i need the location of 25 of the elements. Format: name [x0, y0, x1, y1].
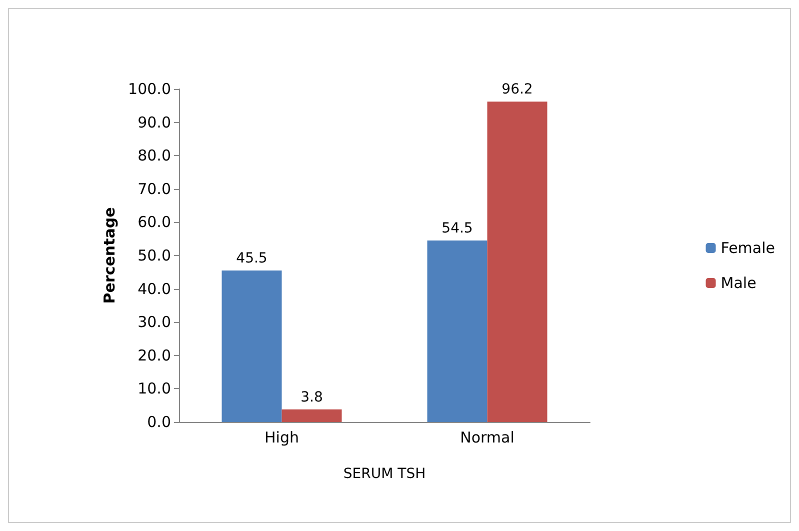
bar	[282, 409, 342, 422]
data-label: 45.5	[236, 250, 268, 266]
y-axis-title: Percentage	[100, 207, 119, 304]
y-tick-label: 90.0	[138, 113, 171, 132]
y-tick-label: 60.0	[138, 213, 171, 232]
data-label: 3.8	[300, 389, 323, 406]
y-tick-label: 50.0	[138, 246, 171, 264]
y-tick-label: 100.0	[128, 80, 171, 98]
bar	[222, 270, 282, 422]
y-tick-label: 70.0	[138, 180, 171, 198]
legend-label: Female	[720, 239, 776, 257]
bar	[427, 240, 488, 422]
bar	[487, 102, 548, 422]
x-axis-title: SERUM TSH	[343, 466, 426, 482]
y-tick-label: 40.0	[138, 280, 171, 298]
y-tick-label: 80.0	[138, 146, 171, 165]
x-tick-label: Normal	[460, 428, 514, 446]
x-tick-label: High	[264, 428, 299, 446]
legend-label: Male	[720, 274, 756, 292]
y-tick-label: 30.0	[138, 313, 171, 332]
data-label: 54.5	[442, 220, 473, 237]
data-label: 96.2	[502, 82, 533, 98]
y-tick-label: 20.0	[138, 346, 171, 364]
y-tick-label: 10.0	[138, 380, 171, 398]
y-tick-label: 0.0	[147, 413, 171, 431]
